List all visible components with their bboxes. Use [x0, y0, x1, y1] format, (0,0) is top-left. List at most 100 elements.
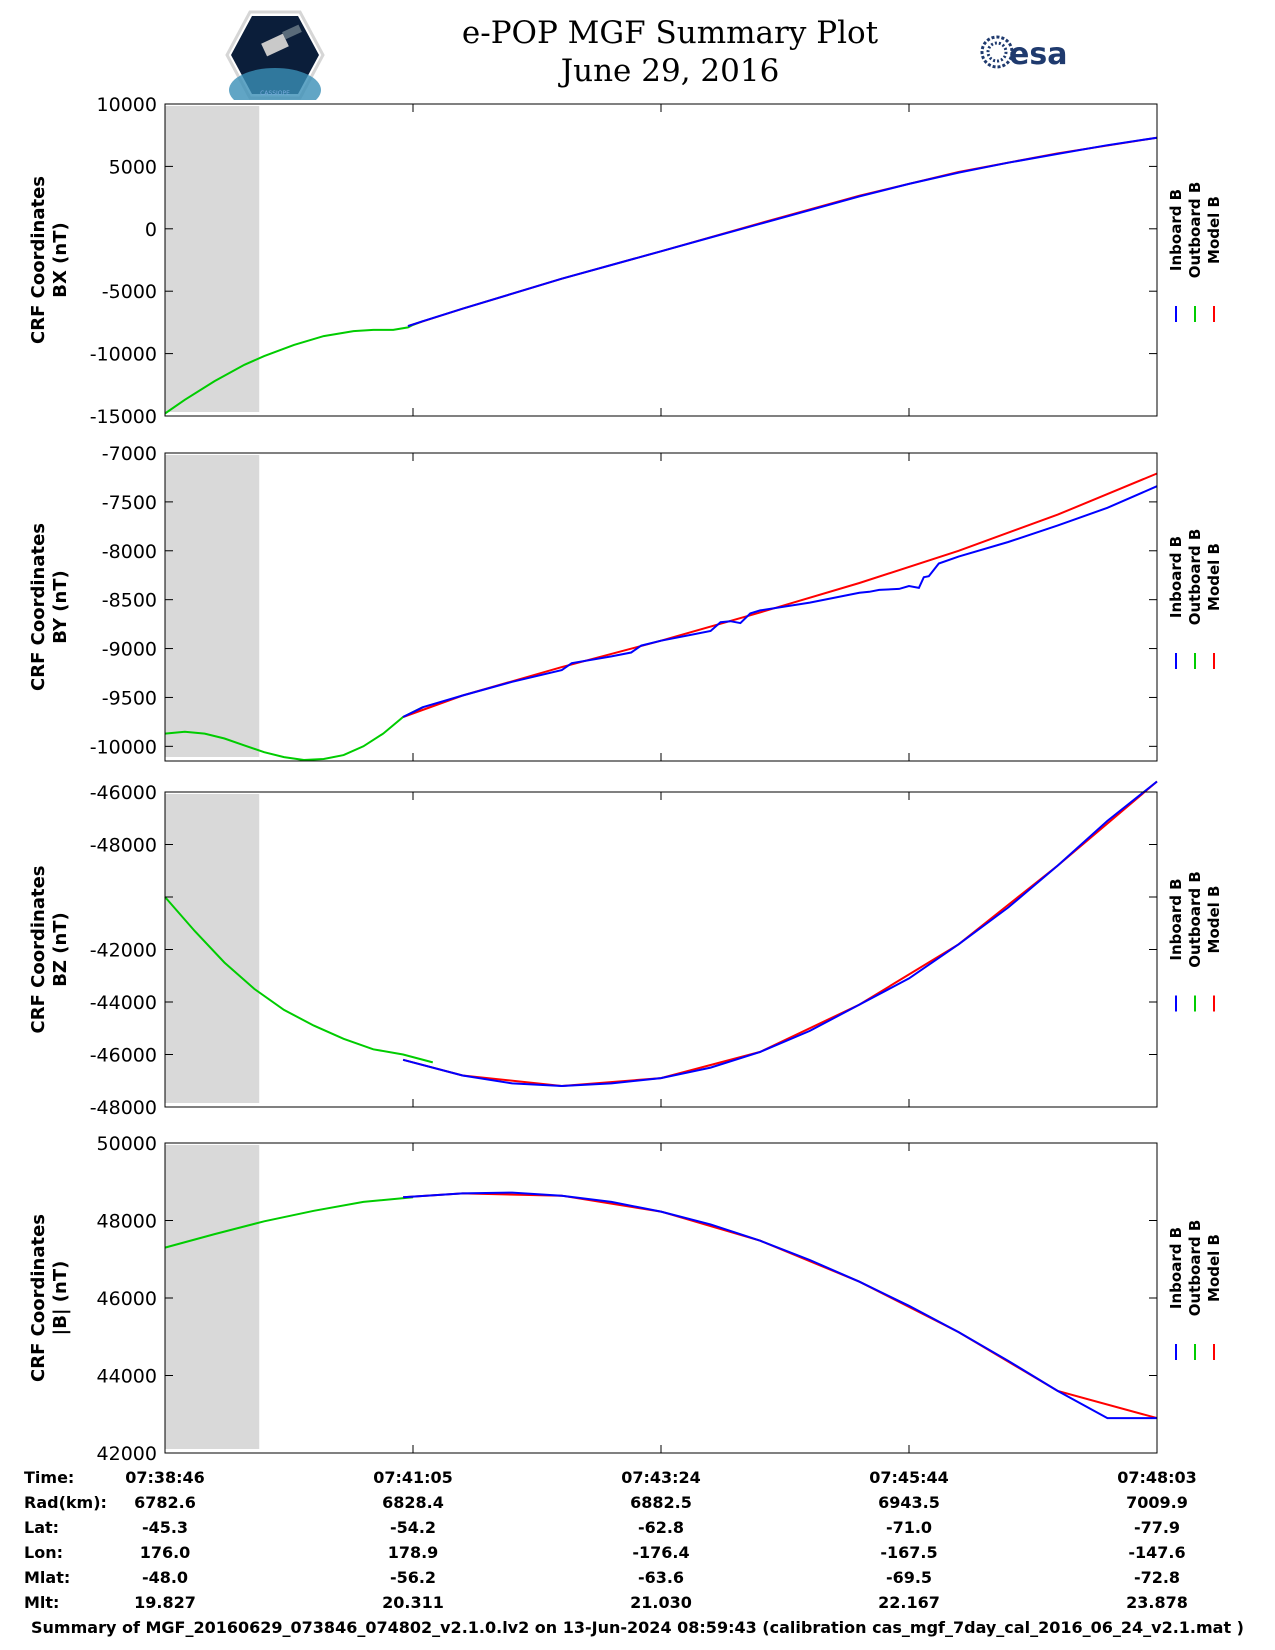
- shaded-region: [165, 1145, 260, 1449]
- series-line-model-b: [403, 1192, 1158, 1420]
- orbit-cell: -45.3: [141, 1518, 189, 1537]
- y-tick-label: -46000: [90, 782, 157, 804]
- axes-box: [164, 103, 1158, 417]
- legend-label: Inboard B: [1167, 536, 1185, 618]
- y-tick-label: 0: [145, 219, 157, 241]
- title-line-2: June 29, 2016: [560, 53, 780, 89]
- series-line-inboard-b: [403, 1191, 1157, 1420]
- orbit-cell: -62.8: [637, 1518, 685, 1537]
- orbit-cell: 6782.6: [134, 1493, 196, 1512]
- y-tick-label: -7500: [102, 492, 157, 514]
- y-tick-label: -46000: [90, 1045, 157, 1067]
- shaded-region: [165, 106, 260, 412]
- orbit-cell: 20.311: [382, 1593, 444, 1612]
- y-tick-label: -48000: [90, 1097, 157, 1119]
- title-line-1: e-POP MGF Summary Plot: [461, 15, 879, 51]
- y-axis-label-line: CRF Coordinates: [28, 176, 49, 344]
- y-tick-label: 50000: [97, 1133, 157, 1155]
- orbit-cell: 178.9: [387, 1543, 439, 1562]
- orbit-cell: -63.6: [637, 1568, 685, 1587]
- orbit-info-table: Time: Rad(km): Lat: Lon: Mlat: Mlt: 07:38:46 67…: [0, 1468, 1275, 1618]
- legend-label: Model B: [1205, 543, 1223, 611]
- y-axis-label: CRF CoordinatesBY (nT): [28, 523, 71, 691]
- shaded-region: [165, 455, 260, 757]
- series-line-inboard-b: [402, 485, 1158, 718]
- y-tick-label: -8500: [102, 590, 157, 612]
- y-tick-label: -8000: [102, 541, 157, 563]
- y-axis-label: CRF CoordinatesBZ (nT): [28, 866, 71, 1034]
- orbit-cell: 21.030: [630, 1593, 692, 1612]
- orbit-cell: -77.9: [1133, 1518, 1181, 1537]
- series-line-model-b: [407, 136, 1158, 328]
- orbit-cell: -71.0: [885, 1518, 933, 1537]
- y-tick-label: -44000: [90, 992, 157, 1014]
- axes-box: [164, 452, 1158, 762]
- orbit-cell: -176.4: [632, 1543, 690, 1562]
- orbit-cell: -147.6: [1128, 1543, 1186, 1562]
- y-tick-label: -42000: [90, 940, 157, 962]
- legend-label: Outboard B: [1186, 529, 1204, 626]
- axes-box: [164, 791, 1158, 1108]
- orbit-cell: -56.2: [389, 1568, 437, 1587]
- y-axis-label-line: BX (nT): [50, 222, 71, 297]
- legend-label: Outboard B: [1186, 1220, 1204, 1317]
- y-tick-label: -15000: [90, 406, 157, 428]
- orbit-cell: 07:38:46: [125, 1468, 205, 1487]
- axes-box: [164, 1142, 1158, 1454]
- y-axis-label-line: BZ (nT): [50, 912, 71, 987]
- orbit-cell: 07:43:24: [621, 1468, 701, 1487]
- y-axis-label-line: BY (nT): [50, 570, 71, 644]
- y-tick-label: 46000: [97, 1288, 157, 1310]
- orbit-row-label: Rad(km):: [24, 1493, 107, 1512]
- orbit-row-label: Mlt:: [24, 1593, 60, 1612]
- y-tick-label: 10000: [97, 94, 157, 116]
- orbit-row-label: Mlat:: [24, 1568, 71, 1587]
- series-line-outboard-b: [164, 706, 424, 762]
- legend-label: Model B: [1205, 886, 1223, 954]
- panel-1: 10000 5000 0 -5000 -10000 -15000 CRF Coordinat…: [28, 94, 1223, 428]
- esa-logo-text: esa: [1009, 37, 1067, 72]
- series-line-outboard-b: [164, 896, 434, 1064]
- orbit-row-label: Lon:: [24, 1543, 63, 1562]
- y-tick-label: -5000: [102, 281, 157, 303]
- y-axis-label: CRF CoordinatesBX (nT): [28, 176, 71, 344]
- esa-logo: esa: [980, 35, 1067, 72]
- panel-4: 50000 48000 46000 44000 42000 CRF Coordinates…: [28, 1133, 1223, 1465]
- y-axis-label-line: CRF Coordinates: [28, 523, 49, 691]
- y-tick-label: -7000: [102, 443, 157, 465]
- legend-label: Inboard B: [1167, 189, 1185, 271]
- y-tick-label: 44000: [97, 1366, 157, 1388]
- cassiope-logo: CASSIOPE: [225, 10, 325, 100]
- plot-title: e-POP MGF Summary Plot June 29, 2016: [395, 14, 945, 90]
- orbit-cell: 6882.5: [630, 1493, 692, 1512]
- y-tick-label: -10000: [90, 736, 157, 758]
- orbit-cell: 23.878: [1126, 1593, 1188, 1612]
- y-tick-label: -10000: [90, 344, 157, 366]
- legend-label: Inboard B: [1167, 1227, 1185, 1309]
- orbit-cell: 22.167: [878, 1593, 940, 1612]
- y-axis-label-line: CRF Coordinates: [28, 1214, 49, 1382]
- y-tick-label: 5000: [109, 156, 157, 178]
- orbit-cell: -72.8: [1133, 1568, 1181, 1587]
- orbit-cell: 07:45:44: [869, 1468, 949, 1487]
- legend-label: Outboard B: [1186, 182, 1204, 279]
- series-line-inboard-b: [407, 136, 1158, 328]
- y-axis-label: CRF Coordinates|B| (nT): [28, 1214, 71, 1382]
- y-tick-label: 48000: [97, 1211, 157, 1233]
- orbit-cell: -69.5: [885, 1568, 933, 1587]
- panel-2: -7000 -7500 -8000 -8500 -9000 -9500 -10000 CRF …: [28, 443, 1223, 762]
- y-tick-label: -9000: [102, 639, 157, 661]
- orbit-cell: 19.827: [134, 1593, 196, 1612]
- orbit-cell: 6943.5: [878, 1493, 940, 1512]
- cassiope-logo-text: CASSIOPE: [260, 90, 290, 97]
- orbit-cell: 7009.9: [1126, 1493, 1188, 1512]
- y-axis-label-line: CRF Coordinates: [28, 866, 49, 1034]
- y-axis-label-line: |B| (nT): [50, 1261, 71, 1336]
- legend-label: Outboard B: [1186, 871, 1204, 968]
- series-line-inboard-b: [402, 780, 1158, 1088]
- legend-label: Inboard B: [1167, 878, 1185, 960]
- orbit-cell: 07:41:05: [373, 1468, 453, 1487]
- orbit-cell: -54.2: [389, 1518, 437, 1537]
- panel-3: -46000 -48000 -42000 -44000 -46000 -48000 CRF …: [28, 780, 1223, 1119]
